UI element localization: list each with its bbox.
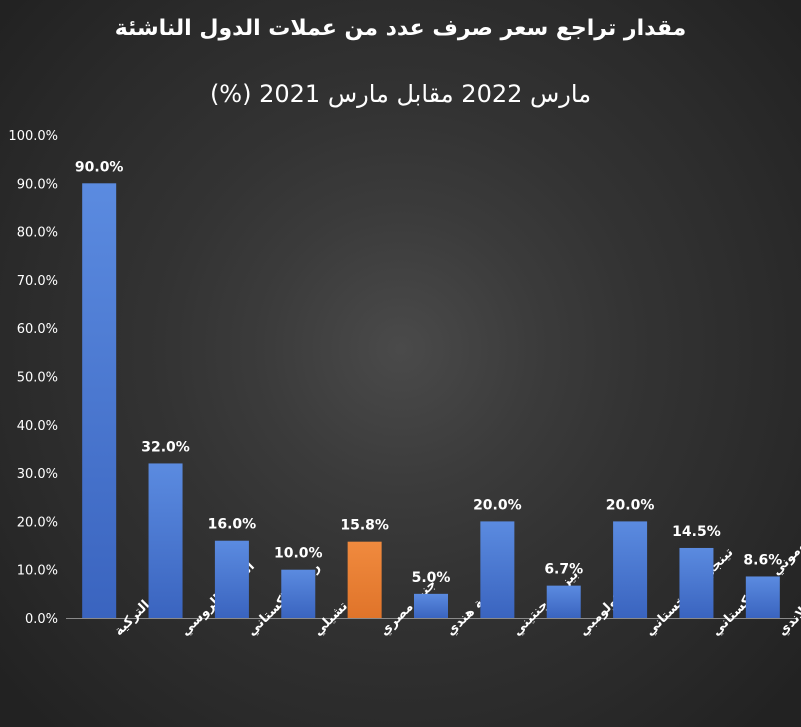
bar	[82, 183, 117, 619]
bar	[414, 593, 448, 618]
bar	[546, 585, 581, 618]
y-tick-label: 50.0%	[17, 371, 58, 386]
bar	[347, 541, 382, 618]
y-tick-label: 60.0%	[17, 322, 58, 337]
data-label: 8.6%	[743, 552, 782, 568]
bar	[745, 576, 780, 618]
bar	[214, 540, 249, 618]
data-label: 32.0%	[141, 439, 190, 455]
y-tick-label: 10.0%	[17, 564, 58, 579]
y-tick-label: 30.0%	[17, 467, 58, 482]
data-label: 16.0%	[208, 517, 257, 533]
bar	[480, 521, 515, 618]
bar	[281, 569, 316, 618]
bar	[613, 521, 648, 618]
bar	[148, 463, 183, 618]
y-tick-label: 70.0%	[17, 274, 58, 289]
data-label: 5.0%	[412, 570, 451, 586]
data-label: 10.0%	[274, 546, 323, 562]
chart-subtitle: مارس 2022 مقابل مارس 2021 (%)	[209, 80, 592, 108]
y-tick-label: 100.0%	[8, 129, 58, 144]
data-label: 20.0%	[606, 497, 655, 513]
y-tick-label: 90.0%	[17, 177, 58, 192]
chart-title: مقدار تراجع سعر صرف عدد من عملات الدول ا…	[114, 16, 687, 41]
y-tick-label: 80.0%	[17, 226, 58, 241]
data-label: 90.0%	[75, 159, 124, 175]
data-label: 6.7%	[544, 562, 583, 578]
data-label: 14.5%	[672, 524, 721, 540]
y-tick-label: 0.0%	[25, 612, 58, 627]
bar	[679, 547, 714, 618]
y-tick-label: 20.0%	[17, 515, 58, 530]
y-tick-label: 40.0%	[17, 419, 58, 434]
data-label: 20.0%	[473, 497, 522, 513]
data-label: 15.8%	[340, 518, 389, 534]
